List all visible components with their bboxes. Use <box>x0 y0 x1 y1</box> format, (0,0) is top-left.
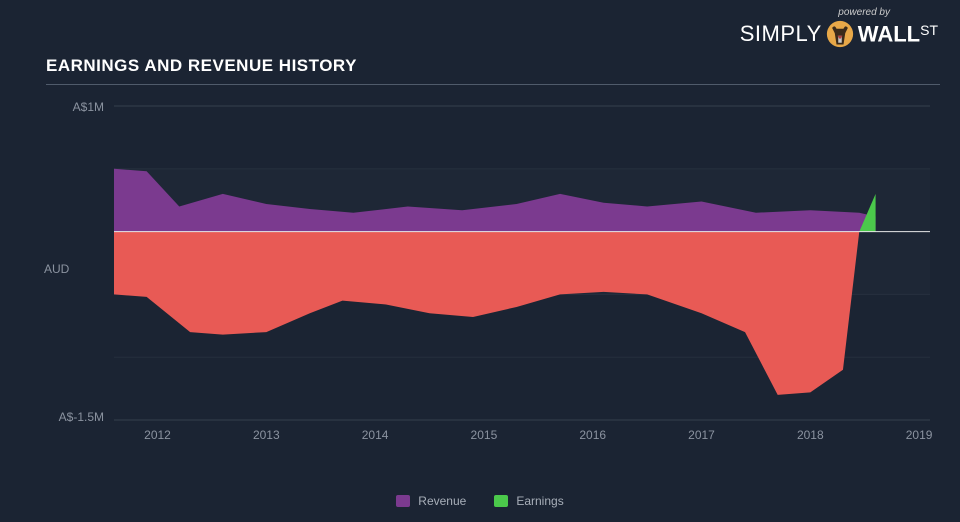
legend-item-revenue: Revenue <box>396 494 466 508</box>
chart-title: EARNINGS AND REVENUE HISTORY <box>46 56 357 76</box>
x-tick-label: 2012 <box>144 428 171 442</box>
x-tick-label: 2014 <box>362 428 389 442</box>
brand-wallst: WALLST <box>858 23 938 45</box>
brand-row: SIMPLY WALLST <box>740 20 938 48</box>
x-tick-label: 2018 <box>797 428 824 442</box>
bull-icon <box>826 20 854 48</box>
branding-block: powered by SIMPLY WALLST <box>740 8 938 48</box>
x-tick-label: 2015 <box>471 428 498 442</box>
x-tick-label: 2013 <box>253 428 280 442</box>
x-tick-label: 2019 <box>906 428 933 442</box>
legend: Revenue Earnings <box>0 494 960 508</box>
brand-part2: WALL <box>858 21 920 46</box>
legend-swatch-earnings <box>494 495 508 507</box>
x-tick-label: 2016 <box>579 428 606 442</box>
chart-container: AUD A$1M A$-1.5M 20122013201420152016201… <box>46 102 940 462</box>
powered-by-text: powered by <box>740 8 938 18</box>
legend-label-earnings: Earnings <box>516 494 563 508</box>
chart-plot <box>46 102 940 462</box>
brand-part1: SIMPLY <box>740 23 822 45</box>
legend-swatch-revenue <box>396 495 410 507</box>
title-underline <box>46 84 940 85</box>
legend-label-revenue: Revenue <box>418 494 466 508</box>
legend-item-earnings: Earnings <box>494 494 563 508</box>
brand-part3: ST <box>920 22 938 38</box>
x-tick-label: 2017 <box>688 428 715 442</box>
